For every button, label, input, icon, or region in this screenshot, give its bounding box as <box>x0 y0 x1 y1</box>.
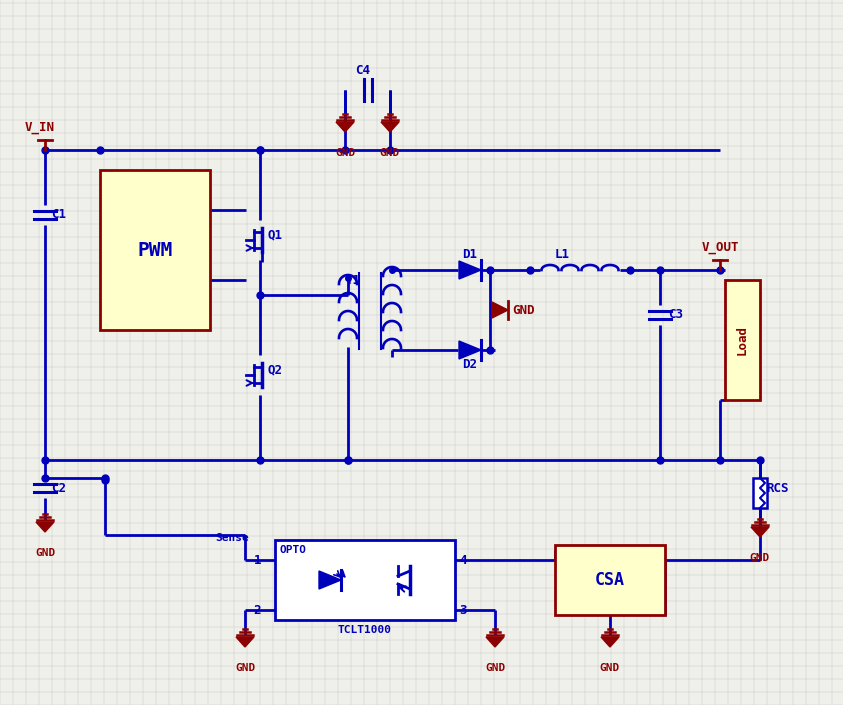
Text: GND: GND <box>512 303 534 317</box>
Polygon shape <box>492 302 508 318</box>
Text: C4: C4 <box>355 63 370 77</box>
Text: Q1: Q1 <box>268 228 283 242</box>
Text: Sense: Sense <box>215 533 249 543</box>
Text: T1: T1 <box>345 274 360 286</box>
Polygon shape <box>336 122 354 132</box>
Text: V_IN: V_IN <box>25 121 55 135</box>
Text: 2: 2 <box>254 603 261 616</box>
FancyBboxPatch shape <box>725 280 760 400</box>
Polygon shape <box>36 522 54 532</box>
Text: 1: 1 <box>254 553 261 567</box>
Text: GND: GND <box>380 148 400 158</box>
Text: D2: D2 <box>462 357 477 371</box>
Text: C1: C1 <box>51 209 66 221</box>
FancyBboxPatch shape <box>100 170 210 330</box>
Polygon shape <box>486 637 504 647</box>
Text: L1: L1 <box>555 247 570 261</box>
Text: GND: GND <box>235 663 255 673</box>
Text: Q2: Q2 <box>268 364 283 376</box>
Text: PWM: PWM <box>137 240 173 259</box>
Text: V_OUT: V_OUT <box>702 240 739 254</box>
Polygon shape <box>319 571 341 589</box>
Text: GND: GND <box>485 663 505 673</box>
Text: GND: GND <box>35 548 55 558</box>
Text: GND: GND <box>750 553 771 563</box>
Text: RCS: RCS <box>766 482 788 494</box>
Text: C2: C2 <box>51 482 66 494</box>
Text: 3: 3 <box>459 603 466 616</box>
Text: Load: Load <box>735 325 749 355</box>
Text: CSA: CSA <box>595 571 625 589</box>
FancyBboxPatch shape <box>275 540 455 620</box>
Text: GND: GND <box>335 148 355 158</box>
Text: GND: GND <box>600 663 620 673</box>
Polygon shape <box>601 637 619 647</box>
Text: OPTO: OPTO <box>280 545 307 555</box>
Polygon shape <box>236 637 254 647</box>
Polygon shape <box>459 341 481 359</box>
Text: TCLT1000: TCLT1000 <box>338 625 392 635</box>
FancyBboxPatch shape <box>555 545 665 615</box>
Text: C3: C3 <box>668 309 683 321</box>
Text: 4: 4 <box>459 553 466 567</box>
Polygon shape <box>751 527 769 537</box>
Polygon shape <box>459 261 481 279</box>
Text: D1: D1 <box>462 248 477 262</box>
Polygon shape <box>381 122 399 132</box>
FancyBboxPatch shape <box>753 478 767 508</box>
